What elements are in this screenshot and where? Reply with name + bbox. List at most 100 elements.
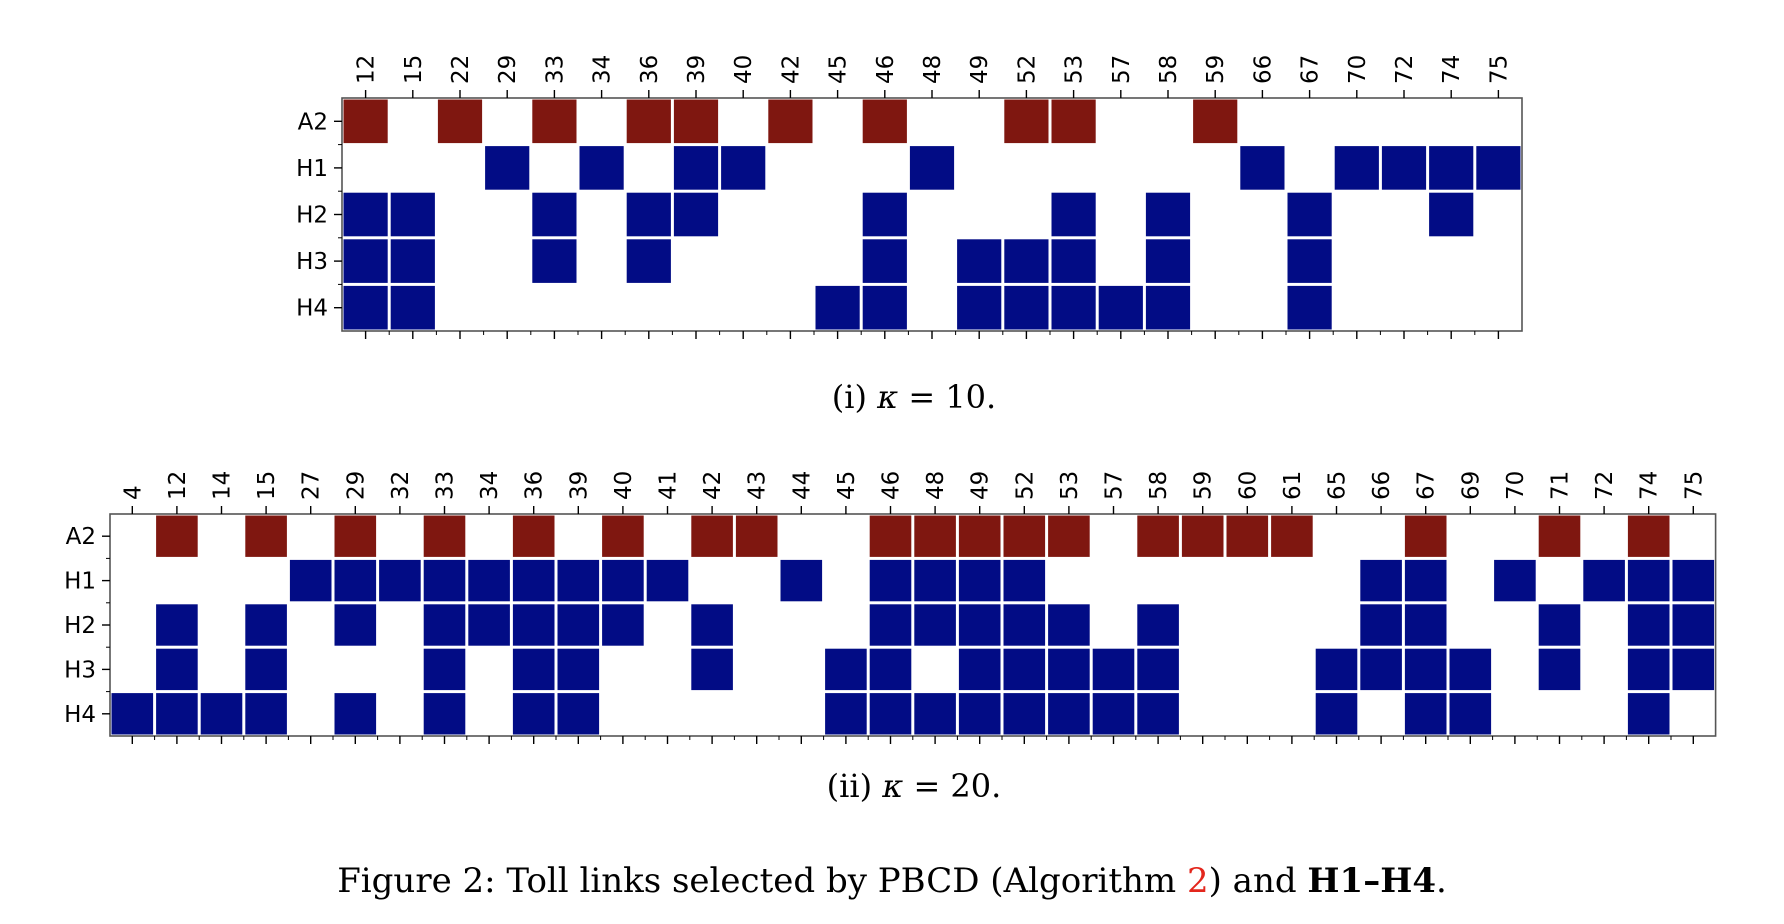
cell-H4-58: [1145, 285, 1191, 330]
subcaption-symbol: κ: [876, 378, 898, 416]
x-tick-label: 39: [566, 471, 592, 500]
x-tick-label: 48: [920, 55, 946, 84]
x-tick-label: 75: [1486, 55, 1512, 84]
x-tick-label: 75: [1681, 471, 1707, 500]
cell-H3-67: [1287, 239, 1332, 283]
cell-A2-36: [626, 99, 671, 144]
cell-A2-42: [691, 515, 733, 557]
cell-H4-58: [1137, 693, 1179, 735]
cell-A2-22: [437, 99, 483, 144]
cell-A2-42: [768, 99, 813, 144]
figure-caption-main: Toll links selected by PBCD (Algorithm: [496, 861, 1187, 901]
subcaption-value: = 20.: [903, 767, 1001, 805]
cell-H2-71: [1538, 604, 1581, 646]
cell-H2-58: [1137, 604, 1179, 646]
cell-H4-14: [200, 693, 243, 735]
cell-H3-52: [1003, 648, 1046, 691]
x-tick-label: 4: [120, 485, 146, 500]
y-tick-label: H3: [64, 657, 96, 683]
cell-A2-53: [1051, 99, 1096, 144]
x-tick-label: 70: [1503, 471, 1529, 500]
x-tick-label: 29: [495, 55, 521, 84]
cell-H2-12: [343, 192, 388, 237]
x-tick-label: 53: [1057, 471, 1083, 500]
figure-caption-mid: ) and: [1209, 861, 1308, 901]
cell-H3-45: [825, 648, 867, 691]
x-tick-label: 71: [1548, 471, 1574, 500]
cell-H4-49: [957, 285, 1002, 330]
x-tick-label: 70: [1345, 55, 1371, 84]
cell-H1-66: [1240, 146, 1285, 190]
cell-H2-49: [958, 604, 1001, 646]
cell-A2-52: [1004, 99, 1049, 144]
cell-H4-4: [111, 693, 154, 735]
cell-A2-52: [1003, 515, 1046, 557]
cell-H2-66: [1360, 604, 1402, 646]
cell-H1-52: [1003, 559, 1046, 602]
x-tick-label: 46: [873, 55, 899, 84]
x-tick-label: 42: [778, 55, 804, 84]
y-tick-label: H4: [64, 702, 96, 728]
cell-H1-40: [602, 559, 644, 602]
cell-H2-74: [1627, 604, 1670, 646]
x-tick-label: 65: [1325, 471, 1351, 500]
y-tick-label: H2: [296, 203, 328, 229]
cell-H1-44: [780, 559, 823, 602]
cell-H1-74: [1429, 146, 1474, 190]
cell-H4-52: [1003, 693, 1046, 735]
cell-H4-53: [1048, 693, 1090, 735]
cell-H1-72: [1583, 559, 1625, 602]
cell-H2-36: [512, 604, 555, 646]
cell-H2-33: [532, 192, 577, 237]
x-tick-label: 67: [1298, 55, 1324, 84]
cell-H2-15: [245, 604, 287, 646]
x-tick-label: 74: [1637, 471, 1663, 500]
y-tick-label: A2: [66, 524, 96, 550]
cell-H4-29: [334, 693, 377, 735]
y-tick-label: H1: [64, 569, 96, 595]
cell-H2-75: [1672, 604, 1715, 646]
cell-H4-12: [343, 285, 388, 330]
x-tick-label: 22: [448, 55, 474, 84]
subcaption-value: = 10.: [898, 378, 996, 416]
cell-H3-58: [1137, 648, 1179, 691]
x-tick-label: 34: [477, 471, 503, 500]
heatmap-kappa-20: 4 12 14 15 27 29 32 33 34 36 39 40 41 42 43 44 45 46 48 49 5…: [64, 471, 1717, 744]
cell-H1-66: [1360, 559, 1402, 602]
x-tick-label: 40: [611, 471, 637, 500]
cell-H4-36: [512, 693, 555, 735]
y-tick-label: H3: [296, 249, 328, 275]
cell-H4-53: [1051, 285, 1096, 330]
cell-H1-33: [423, 559, 466, 602]
cell-H2-36: [626, 192, 671, 237]
subcaption-label: (ii): [827, 767, 883, 805]
cell-H4-45: [815, 285, 860, 330]
x-tick-label: 41: [656, 471, 682, 500]
x-tick-label: 66: [1369, 471, 1395, 500]
cell-A2-59: [1193, 99, 1238, 144]
cell-H1-74: [1627, 559, 1670, 602]
cell-A2-74: [1627, 515, 1670, 557]
x-tick-label: 74: [1439, 55, 1465, 84]
cell-H3-74: [1627, 648, 1670, 691]
cell-A2-40: [602, 515, 644, 557]
x-tick-label: 69: [1458, 471, 1484, 500]
cell-H3-67: [1404, 648, 1447, 691]
x-tick-label: 58: [1156, 55, 1182, 84]
cell-H2-53: [1051, 192, 1096, 237]
y-tick-label: H1: [296, 156, 328, 182]
cell-H3-71: [1538, 648, 1581, 691]
cell-A2-43: [735, 515, 778, 557]
cell-H3-49: [958, 648, 1001, 691]
x-tick-label: 36: [522, 471, 548, 500]
cell-H1-48: [914, 559, 956, 602]
y-tick-label: H2: [64, 613, 96, 639]
algorithm-reference-link[interactable]: 2: [1187, 861, 1209, 901]
cell-H1-39: [673, 146, 719, 190]
cell-A2-61: [1271, 515, 1313, 557]
cell-A2-33: [423, 515, 466, 557]
cell-H2-29: [334, 604, 377, 646]
cell-A2-33: [532, 99, 577, 144]
cell-H3-39: [557, 648, 600, 691]
cell-A2-67: [1404, 515, 1447, 557]
